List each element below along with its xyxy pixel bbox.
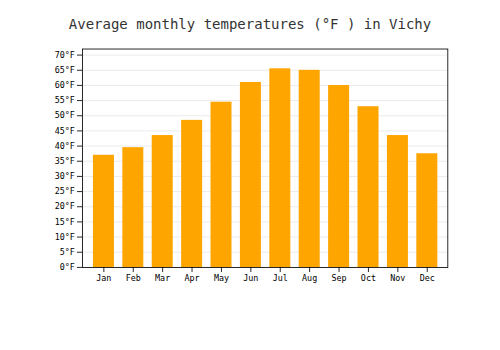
svg-text:Aug: Aug xyxy=(302,273,317,283)
svg-text:Oct: Oct xyxy=(361,273,376,283)
svg-text:Sep: Sep xyxy=(331,273,346,283)
svg-text:Feb: Feb xyxy=(126,273,141,283)
svg-text:Mar: Mar xyxy=(155,273,170,283)
svg-text:15°F: 15°F xyxy=(55,217,75,227)
svg-text:25°F: 25°F xyxy=(55,186,75,196)
svg-text:Dec: Dec xyxy=(420,273,435,283)
svg-text:45°F: 45°F xyxy=(55,126,75,136)
svg-text:35°F: 35°F xyxy=(55,156,75,166)
svg-text:Nov: Nov xyxy=(390,273,405,283)
svg-text:60°F: 60°F xyxy=(55,80,75,90)
svg-text:Jun: Jun xyxy=(243,273,258,283)
svg-text:Apr: Apr xyxy=(184,273,199,283)
svg-text:Jan: Jan xyxy=(96,273,111,283)
svg-text:40°F: 40°F xyxy=(55,141,75,151)
svg-text:30°F: 30°F xyxy=(55,171,75,181)
svg-text:May: May xyxy=(214,273,229,283)
svg-text:Jul: Jul xyxy=(273,273,288,283)
svg-text:0°F: 0°F xyxy=(60,262,75,272)
svg-text:20°F: 20°F xyxy=(55,201,75,211)
svg-text:55°F: 55°F xyxy=(55,95,75,105)
svg-text:70°F: 70°F xyxy=(55,50,75,60)
svg-text:5°F: 5°F xyxy=(60,247,75,257)
html-text:Average monthly temperatures (: Average monthly temperatures (°F ) in Vi… xyxy=(68,16,432,32)
svg-text:10°F: 10°F xyxy=(55,232,75,242)
svg-text:65°F: 65°F xyxy=(55,65,75,75)
svg-text:50°F: 50°F xyxy=(55,110,75,120)
